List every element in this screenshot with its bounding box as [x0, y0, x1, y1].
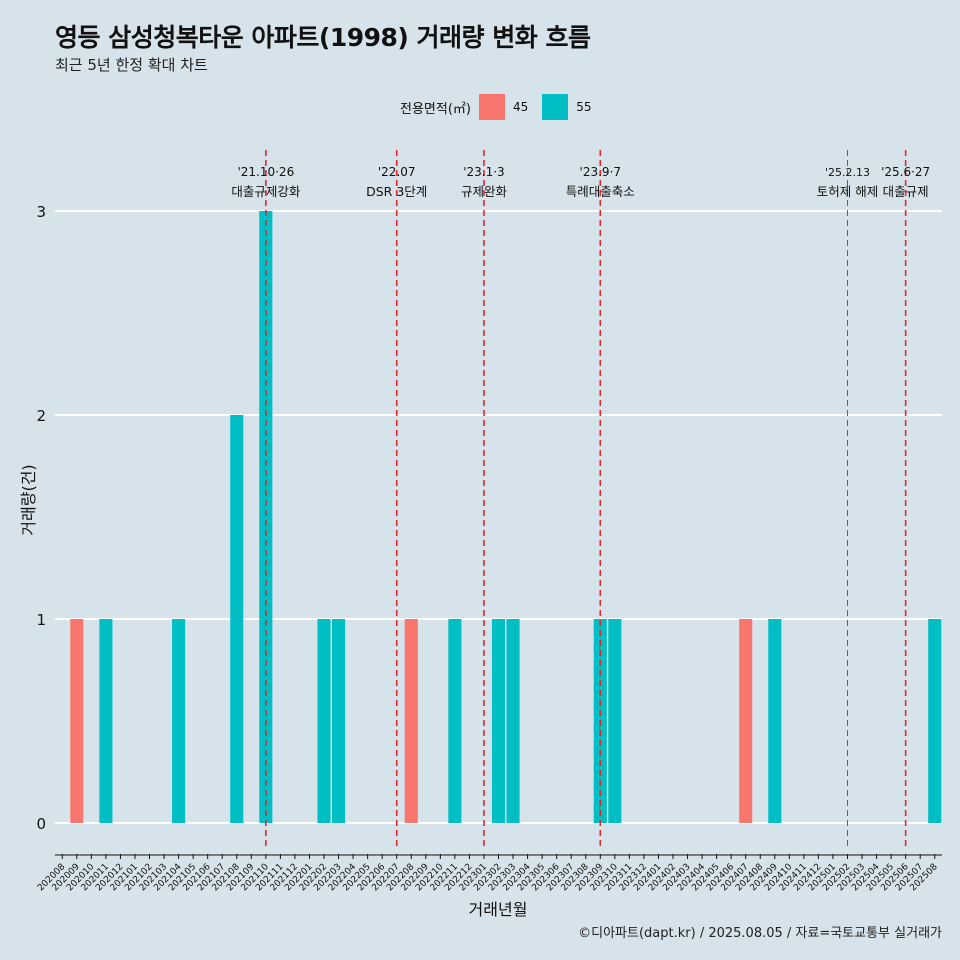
bar-series-55 — [172, 619, 186, 823]
legend-swatch-45 — [478, 94, 505, 120]
bar-series-55 — [608, 619, 622, 823]
bar-series-55 — [448, 619, 462, 823]
y-axis-title: 거래량(건) — [19, 464, 38, 535]
annotation-label: 대출규제강화 — [231, 184, 301, 199]
annotation-label: 대출규제 — [883, 184, 929, 199]
annotation-date: '21.10·26 — [237, 165, 294, 179]
bar-series-45 — [70, 619, 84, 823]
legend-swatch-55 — [542, 94, 569, 120]
bar-series-45 — [404, 619, 418, 823]
y-tick-label: 1 — [36, 611, 46, 629]
y-tick-label: 0 — [36, 815, 46, 833]
bar-series-55 — [491, 619, 506, 823]
annotation-date: '23.1·3 — [463, 165, 504, 179]
bar-series-55 — [230, 415, 244, 823]
chart-title: 영등 삼성청복타운 아파트(1998) 거래량 변화 흐름 — [55, 23, 591, 52]
annotation-label: DSR 3단계 — [366, 184, 427, 199]
annotation-label: 규제완화 — [461, 184, 508, 199]
annotation-date: '23.9·7 — [580, 165, 621, 179]
legend-title: 전용면적(㎡) — [400, 101, 471, 117]
y-tick-label: 2 — [36, 407, 46, 425]
bar-series-55 — [928, 619, 942, 823]
bar-series-55 — [259, 211, 273, 823]
x-axis-title: 거래년월 — [469, 900, 528, 919]
annotation-date: '25.2.13 — [825, 166, 870, 179]
bar-series-55 — [768, 619, 782, 823]
source-caption: ©디아파트(dapt.kr) / 2025.08.05 / 자료=국토교통부 실… — [578, 926, 942, 941]
annotation-date: '25.6·27 — [881, 165, 930, 179]
bar-series-55 — [99, 619, 113, 823]
bar-series-55 — [317, 619, 331, 823]
bar-series-55 — [332, 619, 346, 823]
legend-label-45: 45 — [512, 100, 529, 114]
legend-label-55: 55 — [576, 100, 592, 114]
annotation-label: 특례대출축소 — [566, 184, 635, 199]
annotation-label: 토허제 해제 — [817, 184, 878, 199]
annotation-date: '22.07 — [378, 165, 416, 179]
bar-series-55 — [506, 619, 520, 823]
bar-series-45 — [739, 619, 753, 823]
chart-subtitle: 최근 5년 한정 확대 차트 — [55, 56, 208, 74]
y-tick-label: 3 — [36, 203, 46, 221]
legend: 전용면적(㎡) 45 55 — [400, 94, 606, 120]
